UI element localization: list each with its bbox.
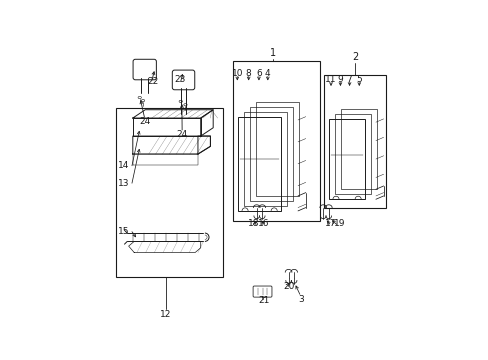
Bar — [116, 108, 223, 278]
Text: 24: 24 — [139, 117, 150, 126]
Text: 20: 20 — [283, 282, 294, 291]
Text: 14: 14 — [118, 161, 129, 170]
Bar — [238, 117, 281, 211]
Bar — [341, 109, 377, 189]
Bar — [232, 61, 319, 221]
Text: 24: 24 — [176, 130, 187, 139]
Text: 16: 16 — [258, 220, 269, 229]
Text: 18: 18 — [247, 220, 259, 229]
Text: 5: 5 — [356, 75, 362, 84]
Text: 4: 4 — [264, 69, 270, 78]
Text: 2: 2 — [351, 51, 358, 62]
Text: 7: 7 — [346, 75, 352, 84]
Text: 10: 10 — [231, 69, 243, 78]
Text: 13: 13 — [118, 179, 129, 188]
Bar — [328, 119, 365, 199]
Text: 17: 17 — [325, 220, 336, 229]
Text: 8: 8 — [245, 69, 251, 78]
Text: 12: 12 — [160, 310, 171, 319]
Text: 15: 15 — [118, 227, 129, 236]
Bar — [324, 75, 386, 208]
Text: 21: 21 — [258, 297, 269, 306]
Text: 1: 1 — [270, 48, 276, 58]
Text: 11: 11 — [325, 75, 336, 84]
Bar — [256, 102, 299, 196]
Bar — [250, 107, 293, 201]
Text: 9: 9 — [337, 75, 343, 84]
Text: 22: 22 — [147, 77, 158, 86]
Text: 19: 19 — [333, 220, 345, 229]
Bar — [334, 114, 370, 194]
Text: 6: 6 — [256, 69, 261, 78]
Text: 3: 3 — [298, 295, 304, 304]
Text: 23: 23 — [174, 75, 186, 84]
Bar — [244, 112, 286, 206]
